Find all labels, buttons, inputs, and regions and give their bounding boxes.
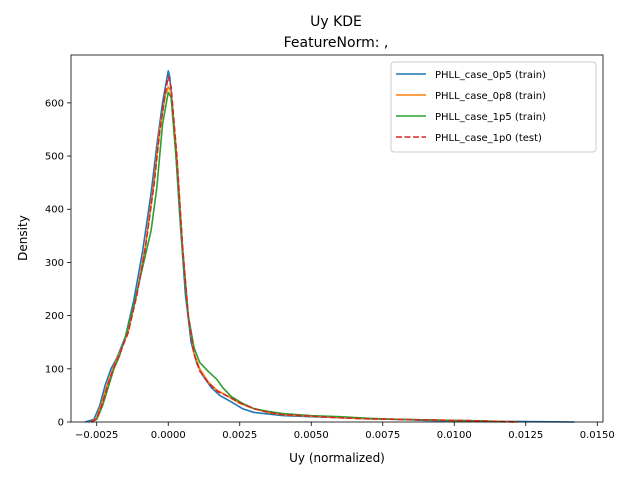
chart-title: Uy KDE — [310, 14, 362, 30]
plot-lines — [85, 70, 575, 423]
y-tick-label: 300 — [45, 258, 64, 269]
x-tick-label: 0.0075 — [365, 430, 400, 441]
chart-subtitle: FeatureNorm: , — [284, 35, 389, 51]
legend-label-1: PHLL_case_0p8 (train) — [435, 91, 546, 102]
y-tick-label: 100 — [45, 364, 64, 375]
y-tick-label: 500 — [45, 152, 64, 163]
legend-label-2: PHLL_case_1p5 (train) — [435, 112, 546, 123]
legend: PHLL_case_0p5 (train) PHLL_case_0p8 (trai… — [390, 61, 597, 153]
legend-label-0: PHLL_case_0p5 (train) — [435, 70, 546, 81]
x-tick-label: 0.0150 — [580, 430, 615, 441]
x-tick-label: 0.0025 — [222, 430, 257, 441]
y-tick-label: 0 — [58, 418, 64, 429]
x-tick-label: 0.0100 — [437, 430, 472, 441]
x-tick-label: 0.0000 — [151, 430, 186, 441]
y-axis-label: Density — [16, 215, 30, 261]
legend-box — [390, 61, 597, 153]
series-line-3 — [90, 75, 518, 423]
x-tick-label: 0.0050 — [294, 430, 329, 441]
y-tick-label: 600 — [45, 98, 64, 109]
x-axis-label: Uy (normalized) — [289, 451, 385, 465]
x-axis: −0.0025 0.0000 0.0025 0.0050 0.0075 0.0100 0.0… — [75, 422, 615, 441]
plot-frame — [70, 54, 604, 423]
y-tick-label: 400 — [45, 205, 64, 216]
legend-label-3: PHLL_case_1p0 (test) — [435, 133, 542, 144]
y-axis: 0 100 200 300 400 500 600 — [45, 98, 71, 429]
y-tick-label: 200 — [45, 311, 64, 322]
x-tick-label: 0.0125 — [508, 430, 543, 441]
x-tick-label: −0.0025 — [75, 430, 118, 441]
